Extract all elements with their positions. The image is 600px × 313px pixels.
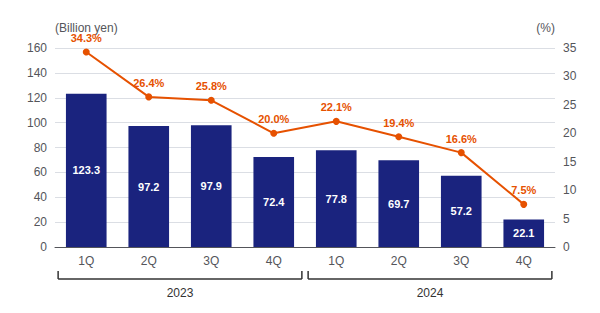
svg-text:2024: 2024 [417, 286, 444, 300]
svg-text:5: 5 [563, 212, 570, 226]
svg-text:77.8: 77.8 [326, 193, 347, 205]
svg-text:2Q: 2Q [391, 254, 407, 268]
svg-text:10: 10 [563, 183, 577, 197]
svg-text:20: 20 [34, 215, 48, 229]
svg-text:(Billion yen): (Billion yen) [55, 21, 118, 35]
svg-text:97.2: 97.2 [138, 181, 159, 193]
svg-text:2023: 2023 [167, 286, 194, 300]
svg-text:160: 160 [27, 41, 47, 55]
svg-text:25: 25 [563, 98, 577, 112]
svg-text:34.3%: 34.3% [71, 32, 102, 44]
svg-text:140: 140 [27, 66, 47, 80]
svg-text:100: 100 [27, 116, 47, 130]
svg-text:22.1: 22.1 [513, 227, 534, 239]
svg-text:97.9: 97.9 [201, 180, 222, 192]
svg-text:69.7: 69.7 [388, 198, 409, 210]
svg-text:120: 120 [27, 91, 47, 105]
svg-text:7.5%: 7.5% [511, 184, 536, 196]
svg-text:20: 20 [563, 126, 577, 140]
svg-text:4Q: 4Q [516, 254, 532, 268]
svg-text:19.4%: 19.4% [383, 117, 414, 129]
svg-text:(%): (%) [536, 21, 555, 35]
svg-text:72.4: 72.4 [263, 196, 285, 208]
svg-text:30: 30 [563, 69, 577, 83]
svg-text:123.3: 123.3 [72, 164, 100, 176]
svg-text:16.6%: 16.6% [446, 133, 477, 145]
svg-text:57.2: 57.2 [451, 205, 472, 217]
svg-text:80: 80 [34, 141, 48, 155]
svg-text:1Q: 1Q [328, 254, 344, 268]
svg-text:0: 0 [40, 240, 47, 254]
svg-text:0: 0 [563, 240, 570, 254]
svg-text:40: 40 [34, 190, 48, 204]
svg-text:22.1%: 22.1% [321, 101, 352, 113]
svg-text:26.4%: 26.4% [133, 77, 164, 89]
svg-text:60: 60 [34, 165, 48, 179]
svg-text:15: 15 [563, 155, 577, 169]
svg-text:25.8%: 25.8% [196, 80, 227, 92]
svg-text:20.0%: 20.0% [258, 113, 289, 125]
svg-text:2Q: 2Q [141, 254, 157, 268]
svg-text:3Q: 3Q [453, 254, 469, 268]
svg-text:1Q: 1Q [78, 254, 94, 268]
svg-text:4Q: 4Q [266, 254, 282, 268]
svg-text:35: 35 [563, 41, 577, 55]
svg-text:3Q: 3Q [203, 254, 219, 268]
